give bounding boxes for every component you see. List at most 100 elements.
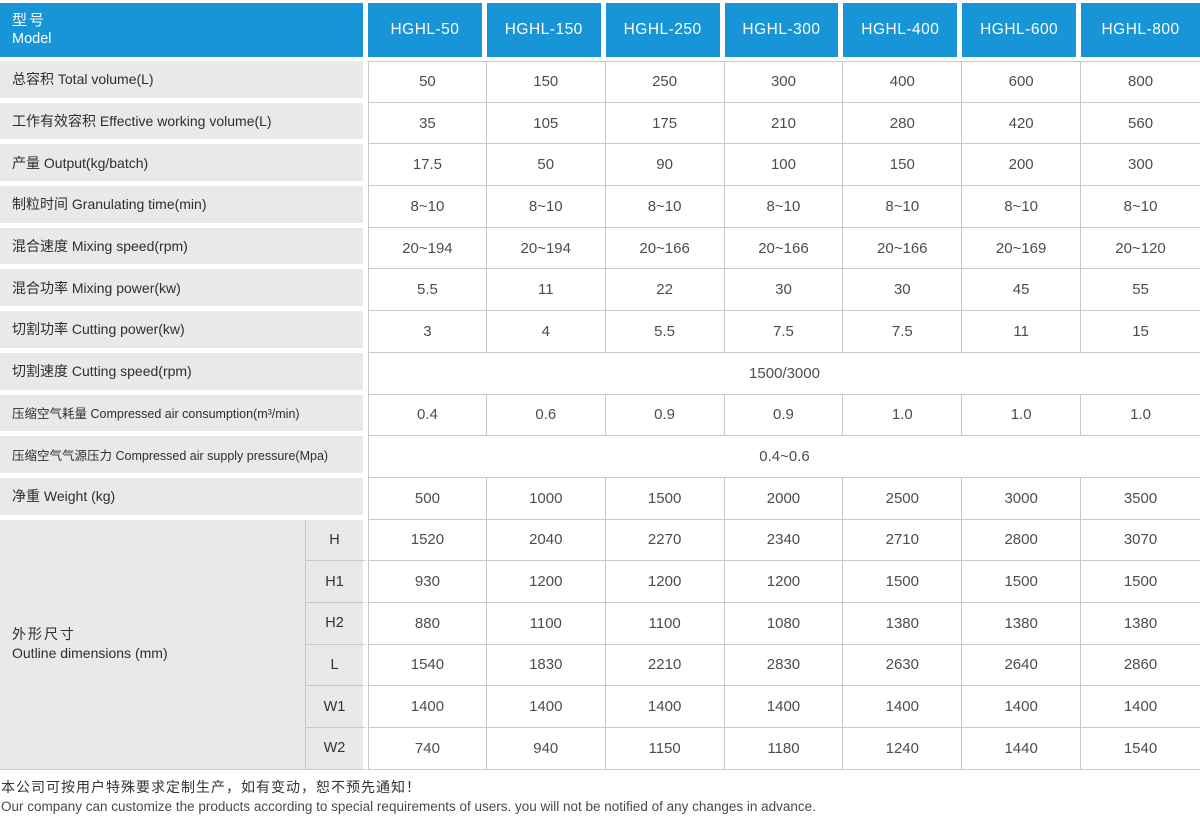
row-label: 混合功率 Mixing power(kw)	[0, 269, 368, 312]
cell-value: 1500	[1081, 561, 1200, 603]
cell-value: 300	[724, 61, 844, 103]
cell-value: 740	[368, 728, 487, 770]
cell-value: 8~10	[724, 186, 844, 228]
cell-value: 2800	[962, 519, 1082, 562]
cell-value: 2630	[843, 644, 963, 687]
cell-value: 1500	[962, 561, 1082, 603]
column-header-model-6: HGHL-800	[1081, 3, 1200, 61]
cell-value: 90	[605, 144, 725, 187]
cell-value: 1400	[962, 686, 1082, 728]
spec-row: 混合速度 Mixing speed(rpm) 20~194 20~194 20~166…	[0, 227, 1200, 270]
cell-value: 30	[843, 269, 963, 312]
cell-value: 3000	[962, 477, 1082, 520]
cell-value: 1400	[1081, 686, 1200, 728]
cell-value: 55	[1081, 269, 1200, 312]
cell-value: 20~166	[605, 227, 725, 270]
cell-value: 5.5	[605, 311, 725, 353]
cell-value: 45	[962, 269, 1082, 312]
footer-note: 本公司可按用户特殊要求定制生产，如有变动，恕不预先通知！ Our company…	[1, 778, 1200, 816]
cell-value: 1080	[724, 602, 844, 645]
dimension-row: H2 880 1100 1100 1080 1380 1380 1380	[0, 602, 1200, 645]
cell-value: 1400	[724, 686, 844, 728]
dimension-name: H1	[306, 561, 368, 603]
column-header-model-0: HGHL-50	[368, 3, 487, 61]
dimension-name: W2	[306, 728, 368, 770]
cell-value: 1100	[605, 602, 725, 645]
cell-value: 280	[843, 102, 963, 145]
cell-value: 400	[843, 61, 963, 103]
dimensions-label-zh: 外形尺寸	[12, 626, 76, 643]
cell-value: 105	[486, 102, 606, 145]
cell-value: 880	[368, 602, 487, 645]
dimension-name: W1	[306, 686, 368, 728]
spec-row: 总容积 Total volume(L) 50 150 250 300 400 600 800	[0, 61, 1200, 103]
dimension-row: W2 740 940 1150 1180 1240 1440 1540	[0, 728, 1200, 770]
row-label: 压缩空气耗量 Compressed air consumption(m³/min…	[0, 394, 368, 437]
cell-value: 1.0	[1081, 394, 1200, 437]
cell-value: 300	[1081, 144, 1200, 187]
header-row: 型号 Model HGHL-50 HGHL-150 HGHL-250 HGHL-…	[0, 3, 1200, 61]
row-label: 混合速度 Mixing speed(rpm)	[0, 227, 368, 270]
cell-value: 1380	[1081, 602, 1200, 645]
cell-value: 50	[486, 144, 606, 187]
cell-value: 1540	[1081, 728, 1200, 770]
cell-value: 1.0	[962, 394, 1082, 437]
cell-value: 1500	[843, 561, 963, 603]
cell-value: 17.5	[368, 144, 487, 187]
row-label: 压缩空气气源压力 Compressed air supply pressure(…	[0, 436, 368, 478]
cell-value: 1830	[486, 644, 606, 687]
cell-value: 2640	[962, 644, 1082, 687]
spec-row: 压缩空气耗量 Compressed air consumption(m³/min…	[0, 394, 1200, 437]
spec-row: 切割功率 Cutting power(kw) 3 4 5.5 7.5 7.5 11 15	[0, 311, 1200, 353]
dimension-name: L	[306, 644, 368, 687]
column-header-model-3: HGHL-300	[724, 3, 844, 61]
cell-value: 2040	[486, 519, 606, 562]
row-label: 产量 Output(kg/batch)	[0, 144, 368, 187]
cell-value: 150	[843, 144, 963, 187]
cell-value: 8~10	[605, 186, 725, 228]
cell-value: 2340	[724, 519, 844, 562]
cell-value: 1200	[724, 561, 844, 603]
cell-value: 600	[962, 61, 1082, 103]
row-label: 工作有效容积 Effective working volume(L)	[0, 102, 368, 145]
dimension-row: H1 930 1200 1200 1200 1500 1500 1500	[0, 561, 1200, 603]
spec-row: 混合功率 Mixing power(kw) 5.5 11 22 30 30 45 55	[0, 269, 1200, 312]
cell-value: 2830	[724, 644, 844, 687]
cell-value: 3	[368, 311, 487, 353]
merged-value: 0.4~0.6	[368, 436, 1200, 478]
cell-value: 1200	[605, 561, 725, 603]
spec-row: 净重 Weight (kg) 500 1000 1500 2000 2500 3000 350…	[0, 477, 1200, 520]
cell-value: 8~10	[962, 186, 1082, 228]
column-header-model-1: HGHL-150	[486, 3, 606, 61]
cell-value: 8~10	[368, 186, 487, 228]
cell-value: 20~169	[962, 227, 1082, 270]
model-header-cell: 型号 Model	[0, 3, 368, 61]
footer-note-zh: 本公司可按用户特殊要求定制生产，如有变动，恕不预先通知！	[1, 778, 421, 795]
cell-value: 11	[486, 269, 606, 312]
column-header-model-4: HGHL-400	[843, 3, 963, 61]
cell-value: 20~120	[1081, 227, 1200, 270]
row-label: 总容积 Total volume(L)	[0, 61, 368, 103]
cell-value: 20~194	[486, 227, 606, 270]
column-header-model-2: HGHL-250	[605, 3, 725, 61]
cell-value: 1380	[843, 602, 963, 645]
cell-value: 1100	[486, 602, 606, 645]
cell-value: 50	[368, 61, 487, 103]
cell-value: 22	[605, 269, 725, 312]
dimensions-label-en: Outline dimensions (mm)	[12, 645, 168, 662]
spec-row: 产量 Output(kg/batch) 17.5 50 90 100 150 200 300	[0, 144, 1200, 187]
row-label: 切割功率 Cutting power(kw)	[0, 311, 368, 353]
spec-table: 型号 Model HGHL-50 HGHL-150 HGHL-250 HGHL-…	[0, 3, 1200, 770]
cell-value: 8~10	[1081, 186, 1200, 228]
cell-value: 20~166	[724, 227, 844, 270]
cell-value: 1240	[843, 728, 963, 770]
cell-value: 0.9	[724, 394, 844, 437]
cell-value: 2710	[843, 519, 963, 562]
spec-row: 切割速度 Cutting speed(rpm) 1500/3000	[0, 352, 1200, 395]
cell-value: 35	[368, 102, 487, 145]
cell-value: 1540	[368, 644, 487, 687]
cell-value: 2000	[724, 477, 844, 520]
cell-value: 8~10	[843, 186, 963, 228]
cell-value: 1520	[368, 519, 487, 562]
